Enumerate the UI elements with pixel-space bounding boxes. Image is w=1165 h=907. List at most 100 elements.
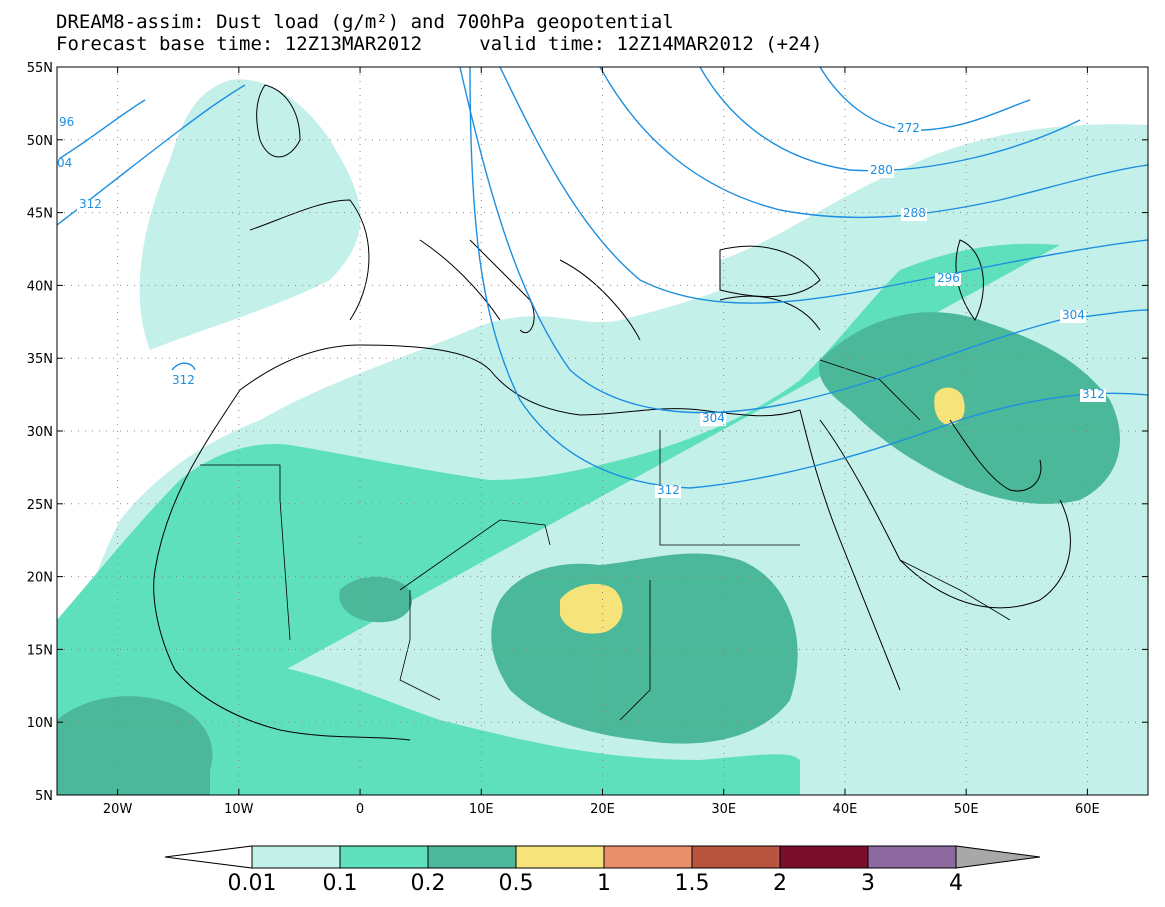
coast-arabia xyxy=(819,419,1071,609)
forecast-times: Forecast base time: 12Z13MAR2012 valid t… xyxy=(56,33,823,55)
dust-area-dark-gulf xyxy=(819,312,1120,504)
colorbar-label: 1 xyxy=(597,871,611,896)
colorbar-swatch xyxy=(691,845,781,869)
colorbar-label: 0.01 xyxy=(228,871,277,896)
contour-label-304-center: 304 xyxy=(700,411,726,426)
lon-tick-label: 0 xyxy=(356,802,364,817)
svg-text:04: 04 xyxy=(57,156,72,170)
colorbar-swatch xyxy=(339,845,429,869)
svg-text:304: 304 xyxy=(1062,308,1085,322)
svg-text:288: 288 xyxy=(903,206,926,220)
border-arabia xyxy=(899,559,1011,621)
coast-caspian xyxy=(955,239,984,321)
coast-mediterranean-south xyxy=(239,344,801,417)
contour-312-loop xyxy=(171,362,196,371)
dust-area-yellow-chad xyxy=(560,583,623,634)
colorbar-arrow-right xyxy=(955,845,1041,869)
contour-304-west xyxy=(57,99,146,161)
colorbar-swatch xyxy=(867,845,957,869)
lon-tick-label: 10W xyxy=(224,802,254,817)
contour-label-312-east: 312 xyxy=(1080,387,1106,402)
lon-tick-label: 30E xyxy=(711,802,736,817)
coast-black-sea xyxy=(719,245,821,297)
dust-area-dark-sahara xyxy=(339,576,413,623)
colorbar-label: 0.2 xyxy=(411,871,446,896)
contour-label-296-west: 96 xyxy=(57,115,75,130)
border-sahara-5 xyxy=(619,580,651,721)
lat-tick-label: 30N xyxy=(27,425,53,440)
contour-label-312-west-loop: 312 xyxy=(170,373,196,388)
svg-text:96: 96 xyxy=(59,115,74,129)
lat-tick-label: 10N xyxy=(27,716,53,731)
contour-label-288: 288 xyxy=(901,206,927,221)
dust-area-mid xyxy=(57,243,1060,795)
border-levant xyxy=(819,359,921,421)
contour-labels: 272 280 288 296 304 312 312 312 304 312 … xyxy=(55,115,1106,498)
lon-tick-label: 20E xyxy=(590,802,615,817)
svg-text:312: 312 xyxy=(1082,387,1105,401)
coast-uk xyxy=(256,84,301,158)
lon-tick-label: 60E xyxy=(1075,802,1100,817)
colorbar-label: 4 xyxy=(949,871,963,896)
contour-label-280: 280 xyxy=(868,163,894,178)
colorbar-swatch xyxy=(779,845,869,869)
coastlines xyxy=(153,84,1071,741)
colorbar-arrow-left xyxy=(164,845,253,869)
lat-tick-label: 15N xyxy=(27,643,53,658)
lon-tick-label: 20W xyxy=(103,802,133,817)
contour-label-296: 296 xyxy=(935,271,961,286)
lat-tick-label: 25N xyxy=(27,498,53,513)
contour-label-312-west: 312 xyxy=(77,197,103,212)
contour-label-312-center: 312 xyxy=(655,483,681,498)
coast-red-sea xyxy=(799,409,901,691)
contour-label-272: 272 xyxy=(895,121,921,136)
contour-280 xyxy=(699,67,1081,172)
colorbar-label: 0.5 xyxy=(499,871,534,896)
lat-tick-label: 55N xyxy=(27,61,53,76)
colorbar-label: 1.5 xyxy=(675,871,710,896)
colorbar-label: 0.1 xyxy=(323,871,358,896)
lon-tick-label: 50E xyxy=(954,802,979,817)
lon-tick-label: 40E xyxy=(833,802,858,817)
lat-tick-label: 20N xyxy=(27,571,53,586)
border-sahara-4 xyxy=(399,590,441,701)
colorbar-label: 3 xyxy=(861,871,875,896)
map-title: DREAM8-assim: Dust load (g/m²) and 700hP… xyxy=(56,11,674,33)
svg-text:272: 272 xyxy=(897,121,920,135)
longitude-axis: 20W 10W 0 10E 20E 30E 40E 50E 60E xyxy=(103,67,1100,817)
contour-272 xyxy=(819,67,1031,131)
svg-text:304: 304 xyxy=(702,411,725,425)
contour-296 xyxy=(499,67,1148,304)
colorbar-swatch xyxy=(427,845,517,869)
lat-tick-label: 50N xyxy=(27,134,53,149)
latitude-axis: 55N 50N 45N 40N 35N 30N 25N 20N 15N 10N 5N xyxy=(27,61,1148,804)
coast-europe xyxy=(249,199,821,341)
dust-area-light-north xyxy=(139,79,361,350)
svg-text:312: 312 xyxy=(657,483,680,497)
lon-tick-label: 10E xyxy=(469,802,494,817)
colorbar-swatch xyxy=(603,845,693,869)
gridlines xyxy=(57,67,1148,795)
dust-area-yellow-iraq xyxy=(934,387,965,425)
coast-persian-gulf xyxy=(949,419,1042,492)
colorbar: 0.01 0.1 0.2 0.5 1 1.5 2 3 4 xyxy=(164,845,1041,896)
contour-312 xyxy=(469,67,1148,489)
colorbar-swatch xyxy=(251,845,341,869)
dust-area-mid-sahel xyxy=(80,656,800,795)
contour-label-304-east: 304 xyxy=(1060,308,1086,323)
lat-tick-label: 35N xyxy=(27,352,53,367)
svg-text:312: 312 xyxy=(172,373,195,387)
colorbar-swatch xyxy=(515,845,605,869)
border-sahara-1 xyxy=(200,464,291,641)
border-sahara-2 xyxy=(399,519,551,591)
svg-text:312: 312 xyxy=(79,197,102,211)
svg-text:296: 296 xyxy=(937,271,960,285)
colorbar-label: 2 xyxy=(773,871,787,896)
contour-label-304-west: 04 xyxy=(55,156,73,171)
lat-tick-label: 40N xyxy=(27,279,53,294)
lat-tick-label: 5N xyxy=(35,789,53,804)
lat-tick-label: 45N xyxy=(27,207,53,222)
contour-288 xyxy=(599,67,1148,219)
coast-africa-west xyxy=(153,389,411,741)
